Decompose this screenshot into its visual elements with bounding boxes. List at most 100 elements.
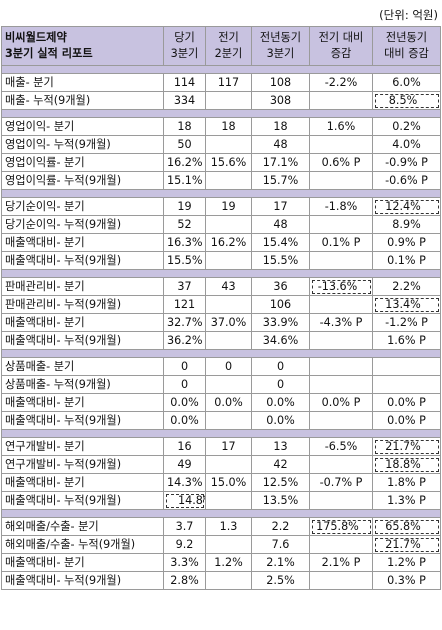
section-divider — [1, 65, 441, 74]
col-header-year-ago: 전년동기 3분기 — [251, 26, 310, 66]
table-row: 영업이익- 누적(9개월) 50 48 4.0% — [1, 135, 441, 154]
table-row: 상품매출- 분기 0 0 0 — [1, 357, 441, 376]
current-quarter-value: 16 — [163, 437, 206, 456]
table-row: 해외매출/수출- 분기 3.7 1.3 2.2 175.8% 65.8% — [1, 517, 441, 536]
previous-quarter-value — [205, 571, 252, 590]
table-row: 판매관리비- 누적(9개월) 121 106 13.4% — [1, 295, 441, 314]
section-divider — [1, 189, 441, 198]
row-label: 매출액대비- 누적(9개월) — [1, 571, 164, 590]
qoq-change-value — [309, 135, 373, 154]
current-quarter-value: 32.7% — [163, 313, 206, 332]
current-quarter-value: 3.7 — [163, 517, 206, 536]
qoq-change-value — [309, 295, 373, 314]
year-ago-value: 2.1% — [251, 553, 310, 572]
yoy-change-value: -0.6% P — [372, 171, 441, 190]
yoy-change-value: 6.0% — [372, 73, 441, 92]
current-quarter-value: 37 — [163, 277, 206, 296]
previous-quarter-value — [205, 535, 252, 554]
previous-quarter-value: 117 — [205, 73, 252, 92]
yoy-change-value: 0.2% — [372, 117, 441, 136]
previous-quarter-value — [205, 331, 252, 350]
previous-quarter-value: 19 — [205, 197, 252, 216]
current-quarter-value: 334 — [163, 91, 206, 110]
yoy-change-value: 0.0% P — [372, 411, 441, 430]
row-label: 매출액대비- 분기 — [1, 553, 164, 572]
qoq-change-value — [309, 331, 373, 350]
qoq-change-value: 175.8% — [309, 517, 373, 536]
year-ago-value: 0 — [251, 375, 310, 394]
yoy-change-value: 18.8% — [372, 455, 441, 474]
previous-quarter-value: 1.3 — [205, 517, 252, 536]
row-label: 해외매출/수출- 분기 — [1, 517, 164, 536]
current-quarter-value: 49 — [163, 455, 206, 474]
current-quarter-value: 16.2% — [163, 153, 206, 172]
row-label: 매출액대비- 누적(9개월) — [1, 251, 164, 270]
previous-quarter-value — [205, 455, 252, 474]
current-quarter-value: 50 — [163, 135, 206, 154]
report-title: 비씨월드제약 3분기 실적 리포트 — [1, 26, 164, 66]
previous-quarter-value — [205, 171, 252, 190]
qoq-change-value: 2.1% P — [309, 553, 373, 572]
row-label: 당기순이익- 분기 — [1, 197, 164, 216]
qoq-change-value: 0.6% P — [309, 153, 373, 172]
year-ago-value: 13 — [251, 437, 310, 456]
col-header-qoq-change: 전기 대비 증감 — [309, 26, 373, 66]
year-ago-value: 42 — [251, 455, 310, 474]
previous-quarter-value — [205, 295, 252, 314]
row-label: 매출액대비- 분기 — [1, 473, 164, 492]
table-row: 해외매출/수출- 누적(9개월) 9.2 7.6 21.7% — [1, 535, 441, 554]
table-row: 영업이익률- 분기 16.2% 15.6% 17.1% 0.6% P -0.9% P — [1, 153, 441, 172]
qoq-change-value — [309, 455, 373, 474]
qoq-change-value — [309, 215, 373, 234]
yoy-change-value — [372, 357, 441, 376]
qoq-change-value — [309, 491, 373, 510]
earnings-report-table: 비씨월드제약 3분기 실적 리포트 당기 3분기 전기 2분기 전년동기 3분기 전기… — [1, 26, 441, 590]
yoy-change-value: -1.2% P — [372, 313, 441, 332]
qoq-change-value — [309, 357, 373, 376]
yoy-change-value: 21.7% — [372, 535, 441, 554]
table-row: 연구개발비- 분기 16 17 13 -6.5% 21.7% — [1, 437, 441, 456]
row-label: 상품매출- 분기 — [1, 357, 164, 376]
qoq-change-value: 0.0% P — [309, 393, 373, 412]
qoq-change-value — [309, 91, 373, 110]
col-header-current: 당기 3분기 — [163, 26, 206, 66]
row-label: 영업이익률- 분기 — [1, 153, 164, 172]
qoq-change-value: -13.6% — [309, 277, 373, 296]
row-label: 매출액대비- 분기 — [1, 233, 164, 252]
year-ago-value: 0.0% — [251, 411, 310, 430]
row-label: 영업이익- 누적(9개월) — [1, 135, 164, 154]
year-ago-value: 13.5% — [251, 491, 310, 510]
yoy-change-value: 12.4% — [372, 197, 441, 216]
year-ago-value: 15.4% — [251, 233, 310, 252]
yoy-change-value: 2.2% — [372, 277, 441, 296]
current-quarter-value: 52 — [163, 215, 206, 234]
current-quarter-value: 15.1% — [163, 171, 206, 190]
year-ago-value: 48 — [251, 215, 310, 234]
row-label: 매출액대비- 누적(9개월) — [1, 331, 164, 350]
qoq-change-value: -6.5% — [309, 437, 373, 456]
year-ago-value: 0.0% — [251, 393, 310, 412]
section-divider — [1, 109, 441, 118]
previous-quarter-value — [205, 491, 252, 510]
row-label: 영업이익- 분기 — [1, 117, 164, 136]
yoy-change-value: 0.0% P — [372, 393, 441, 412]
year-ago-value: 33.9% — [251, 313, 310, 332]
previous-quarter-value — [205, 411, 252, 430]
qoq-change-value — [309, 571, 373, 590]
previous-quarter-value: 17 — [205, 437, 252, 456]
current-quarter-value: 15.5% — [163, 251, 206, 270]
year-ago-value: 106 — [251, 295, 310, 314]
previous-quarter-value: 43 — [205, 277, 252, 296]
table-row: 판매관리비- 분기 37 43 36 -13.6% 2.2% — [1, 277, 441, 296]
row-label: 매출액대비- 분기 — [1, 313, 164, 332]
year-ago-value: 108 — [251, 73, 310, 92]
row-label: 연구개발비- 누적(9개월) — [1, 455, 164, 474]
previous-quarter-value: 0 — [205, 357, 252, 376]
table-row: 매출액대비- 분기 14.3% 15.0% 12.5% -0.7% P 1.8% P — [1, 473, 441, 492]
current-quarter-value: 36.2% — [163, 331, 206, 350]
yoy-change-value: 4.0% — [372, 135, 441, 154]
row-label: 당기순이익- 누적(9개월) — [1, 215, 164, 234]
current-quarter-value: 121 — [163, 295, 206, 314]
current-quarter-value: 0.0% — [163, 393, 206, 412]
current-quarter-value: 14.8% — [163, 491, 206, 510]
